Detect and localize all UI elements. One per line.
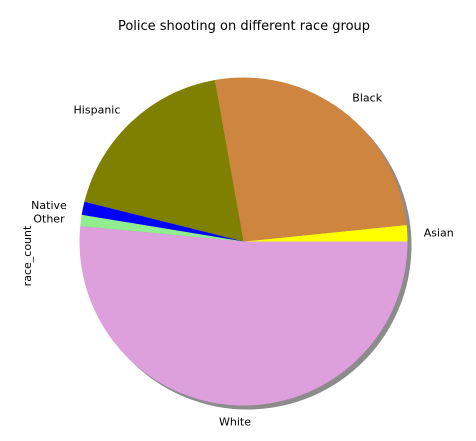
slice-asian — [243, 225, 408, 242]
pie-slices — [79, 77, 408, 406]
slice-label-asian: Asian — [424, 226, 454, 239]
slice-native — [81, 201, 244, 242]
chart-title: Police shooting on different race group — [118, 19, 370, 34]
slice-white — [79, 226, 408, 406]
slice-other — [80, 214, 244, 242]
slice-black — [214, 77, 407, 242]
slice-label-white: White — [219, 416, 251, 429]
slice-label-native: Native — [31, 199, 67, 212]
slice-label-hispanic: Hispanic — [74, 104, 121, 117]
slice-label-black: Black — [352, 92, 382, 105]
y-axis-label: race_count — [21, 225, 34, 286]
slice-label-other: Other — [33, 212, 65, 225]
slice-hispanic — [84, 80, 244, 242]
